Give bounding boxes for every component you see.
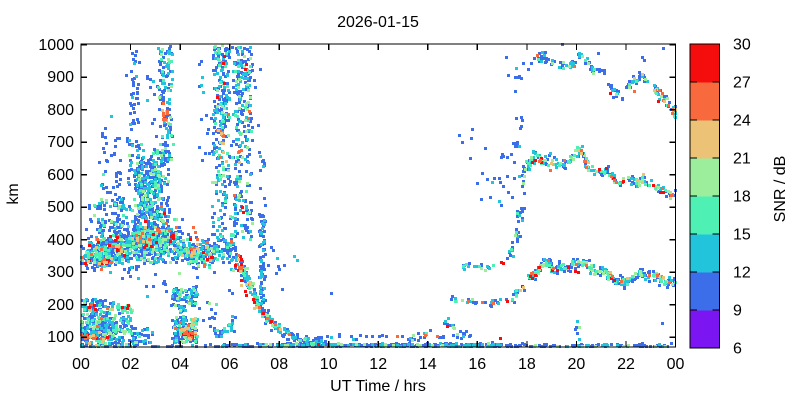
svg-text:18: 18 xyxy=(518,356,536,373)
svg-text:10: 10 xyxy=(320,356,338,373)
svg-text:SNR / dB: SNR / dB xyxy=(772,156,789,223)
svg-text:UT Time / hrs: UT Time / hrs xyxy=(330,378,426,395)
svg-text:22: 22 xyxy=(617,356,635,373)
svg-text:20: 20 xyxy=(568,356,586,373)
svg-text:6: 6 xyxy=(733,341,742,358)
svg-text:18: 18 xyxy=(733,189,751,206)
svg-text:16: 16 xyxy=(468,356,486,373)
svg-text:2026-01-15: 2026-01-15 xyxy=(337,14,419,31)
svg-text:12: 12 xyxy=(733,265,751,282)
svg-text:21: 21 xyxy=(733,151,751,168)
svg-text:02: 02 xyxy=(122,356,140,373)
svg-text:600: 600 xyxy=(47,167,74,184)
svg-text:00: 00 xyxy=(667,356,685,373)
svg-text:km: km xyxy=(5,183,22,204)
svg-text:14: 14 xyxy=(419,356,437,373)
svg-text:300: 300 xyxy=(47,264,74,281)
svg-text:06: 06 xyxy=(221,356,239,373)
svg-text:400: 400 xyxy=(47,232,74,249)
svg-text:08: 08 xyxy=(270,356,288,373)
svg-text:800: 800 xyxy=(47,102,74,119)
svg-text:700: 700 xyxy=(47,134,74,151)
svg-text:15: 15 xyxy=(733,227,751,244)
svg-text:04: 04 xyxy=(171,356,189,373)
svg-text:00: 00 xyxy=(72,356,90,373)
svg-text:12: 12 xyxy=(369,356,387,373)
svg-text:1000: 1000 xyxy=(38,37,74,54)
svg-text:24: 24 xyxy=(733,113,751,130)
svg-text:9: 9 xyxy=(733,303,742,320)
svg-text:500: 500 xyxy=(47,199,74,216)
svg-text:200: 200 xyxy=(47,297,74,314)
svg-text:900: 900 xyxy=(47,69,74,86)
svg-text:27: 27 xyxy=(733,75,751,92)
svg-text:100: 100 xyxy=(47,329,74,346)
svg-text:30: 30 xyxy=(733,37,751,54)
